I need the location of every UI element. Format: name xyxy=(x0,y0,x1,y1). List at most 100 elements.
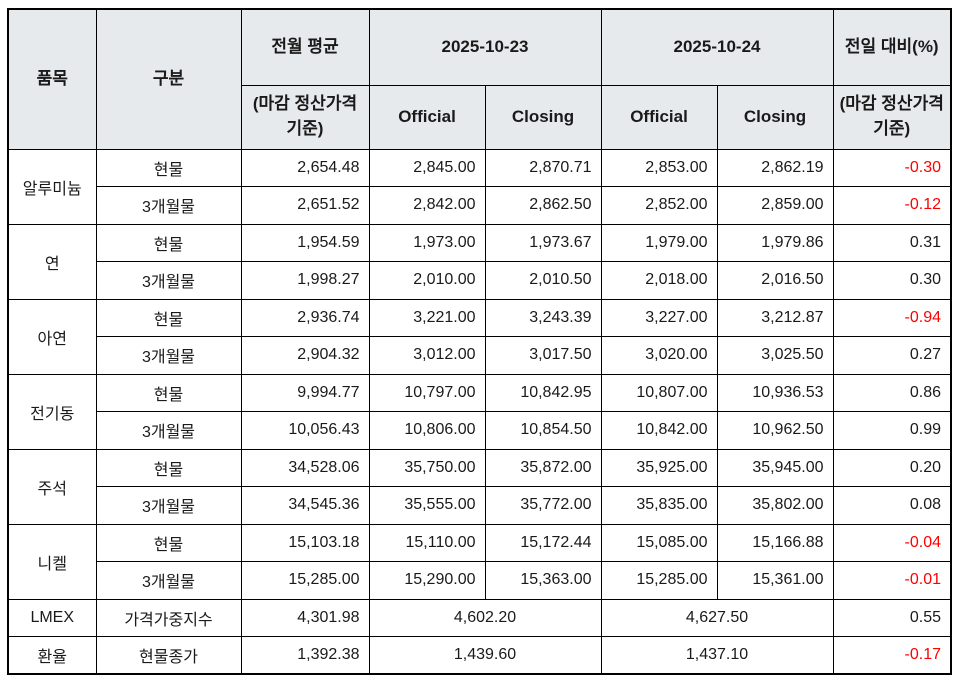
item-cell: 알루미늄 xyxy=(7,148,97,225)
table-row: 3개월물 2,651.52 2,842.00 2,862.50 2,852.00 2,85… xyxy=(8,186,952,225)
d2-closing-cell: 35,945.00 xyxy=(716,448,834,487)
item-cell: 아연 xyxy=(7,298,97,375)
table-row: 3개월물 10,056.43 10,806.00 10,854.50 10,842.00… xyxy=(8,411,952,450)
change-cell: -0.94 xyxy=(832,298,952,337)
change-cell: 0.99 xyxy=(832,411,952,450)
header-closing-d1: Closing xyxy=(484,84,602,150)
change-cell: 0.31 xyxy=(832,223,952,262)
d1-closing-cell: 3,243.39 xyxy=(484,298,602,337)
table-row: 3개월물 1,998.27 2,010.00 2,010.50 2,018.00 2,01… xyxy=(8,261,952,300)
d2-closing-cell: 1,979.86 xyxy=(716,223,834,262)
category-cell: 3개월물 xyxy=(95,336,242,375)
header-closing-d2: Closing xyxy=(716,84,834,150)
prev-avg-cell: 15,285.00 xyxy=(240,561,370,600)
change-cell: -0.12 xyxy=(832,186,952,225)
d1-official-cell: 10,806.00 xyxy=(368,411,486,450)
category-cell: 3개월물 xyxy=(95,411,242,450)
change-cell: 0.08 xyxy=(832,486,952,525)
category-cell: 3개월물 xyxy=(95,486,242,525)
prev-avg-cell: 2,651.52 xyxy=(240,186,370,225)
d1-official-cell: 10,797.00 xyxy=(368,373,486,412)
table-row: 니켈 현물 15,103.18 15,110.00 15,172.44 15,085.00… xyxy=(7,523,952,600)
d1-official-cell: 3,221.00 xyxy=(368,298,486,337)
d1-closing-cell: 35,872.00 xyxy=(484,448,602,487)
prev-avg-cell: 1,954.59 xyxy=(240,223,370,262)
d1-official-cell: 2,845.00 xyxy=(368,148,486,187)
d2-official-cell: 35,925.00 xyxy=(600,448,718,487)
d1-official-cell: 15,110.00 xyxy=(368,523,486,562)
item-cell: LMEX xyxy=(7,598,97,637)
header-day-over-day: 전일 대비(%) xyxy=(832,8,952,86)
d2-official-cell: 1,979.00 xyxy=(600,223,718,262)
d2-official-cell: 2,018.00 xyxy=(600,261,718,300)
prev-avg-cell: 2,654.48 xyxy=(240,148,370,187)
d1-closing-cell: 10,842.95 xyxy=(484,373,602,412)
change-cell: 0.27 xyxy=(832,336,952,375)
change-cell: 0.86 xyxy=(832,373,952,412)
category-cell: 가격가중지수 xyxy=(95,598,242,637)
change-cell: 0.55 xyxy=(832,598,952,637)
table-row: 연 현물 1,954.59 1,973.00 1,973.67 1,979.00 1,979… xyxy=(7,223,952,300)
change-cell: -0.17 xyxy=(832,636,952,675)
table-row: 3개월물 34,545.36 35,555.00 35,772.00 35,835.00… xyxy=(8,486,952,525)
prev-avg-cell: 4,301.98 xyxy=(240,598,370,637)
d2-closing-cell: 3,025.50 xyxy=(716,336,834,375)
header-change-basis: (마감 정산가격 기준) xyxy=(832,84,952,150)
category-cell: 3개월물 xyxy=(95,261,242,300)
d2-merged-cell: 1,437.10 xyxy=(600,636,834,675)
d1-official-cell: 15,290.00 xyxy=(368,561,486,600)
prev-avg-cell: 9,994.77 xyxy=(240,373,370,412)
prev-avg-cell: 2,936.74 xyxy=(240,298,370,337)
table-header: 품목 구분 전월 평균 2025-10-23 2025-10-24 전일 대비(… xyxy=(7,8,952,150)
d1-merged-cell: 1,439.60 xyxy=(368,636,602,675)
d2-official-cell: 2,852.00 xyxy=(600,186,718,225)
table-row: 알루미늄 현물 2,654.48 2,845.00 2,870.71 2,853.00 2,… xyxy=(7,148,952,225)
d2-official-cell: 15,085.00 xyxy=(600,523,718,562)
table-row: 전기동 현물 9,994.77 10,797.00 10,842.95 10,807.00… xyxy=(7,373,952,450)
prev-avg-cell: 34,528.06 xyxy=(240,448,370,487)
header-row-top: 품목 구분 전월 평균 2025-10-23 2025-10-24 전일 대비(… xyxy=(7,8,952,150)
prev-avg-cell: 34,545.36 xyxy=(240,486,370,525)
d1-official-cell: 2,842.00 xyxy=(368,186,486,225)
d2-closing-cell: 2,862.19 xyxy=(716,148,834,187)
d1-official-cell: 1,973.00 xyxy=(368,223,486,262)
d2-official-cell: 3,227.00 xyxy=(600,298,718,337)
category-cell: 현물 xyxy=(95,373,242,412)
category-cell: 현물 xyxy=(95,523,242,562)
category-cell: 현물 xyxy=(95,148,242,187)
d1-closing-cell: 2,010.50 xyxy=(484,261,602,300)
change-cell: -0.30 xyxy=(832,148,952,187)
d1-merged-cell: 4,602.20 xyxy=(368,598,602,637)
metal-price-table: 품목 구분 전월 평균 2025-10-23 2025-10-24 전일 대비(… xyxy=(7,8,952,675)
prev-avg-cell: 10,056.43 xyxy=(240,411,370,450)
header-official-d2: Official xyxy=(600,84,718,150)
category-cell: 현물 xyxy=(95,298,242,337)
d2-closing-cell: 10,962.50 xyxy=(716,411,834,450)
d2-official-cell: 3,020.00 xyxy=(600,336,718,375)
prev-avg-cell: 1,998.27 xyxy=(240,261,370,300)
d1-official-cell: 2,010.00 xyxy=(368,261,486,300)
table-row: 3개월물 2,904.32 3,012.00 3,017.50 3,020.00 3,02… xyxy=(8,336,952,375)
header-official-d1: Official xyxy=(368,84,486,150)
d2-closing-cell: 10,936.53 xyxy=(716,373,834,412)
d1-closing-cell: 3,017.50 xyxy=(484,336,602,375)
table-row: 환율 현물종가 1,392.38 1,439.60 1,437.10 -0.17 xyxy=(7,636,952,675)
d2-official-cell: 2,853.00 xyxy=(600,148,718,187)
prev-avg-cell: 15,103.18 xyxy=(240,523,370,562)
change-cell: 0.20 xyxy=(832,448,952,487)
category-cell: 현물 xyxy=(95,448,242,487)
category-cell: 3개월물 xyxy=(95,186,242,225)
d1-closing-cell: 15,363.00 xyxy=(484,561,602,600)
d1-closing-cell: 2,870.71 xyxy=(484,148,602,187)
header-category: 구분 xyxy=(95,8,242,150)
d1-closing-cell: 10,854.50 xyxy=(484,411,602,450)
header-item: 품목 xyxy=(7,8,97,150)
d2-closing-cell: 3,212.87 xyxy=(716,298,834,337)
header-prev-avg-basis: (마감 정산가격 기준) xyxy=(240,84,370,150)
prev-avg-cell: 2,904.32 xyxy=(240,336,370,375)
d1-closing-cell: 2,862.50 xyxy=(484,186,602,225)
d2-closing-cell: 35,802.00 xyxy=(716,486,834,525)
item-cell: 환율 xyxy=(7,636,97,675)
item-cell: 니켈 xyxy=(7,523,97,600)
item-cell: 주석 xyxy=(7,448,97,525)
